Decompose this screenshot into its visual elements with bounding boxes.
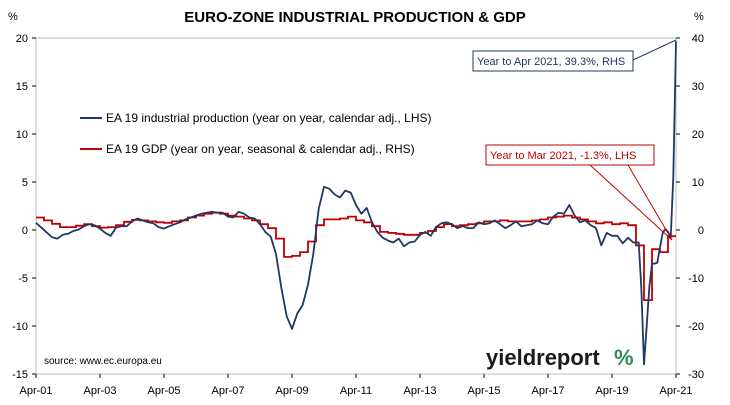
right-tick-label: -10 (688, 273, 704, 285)
left-tick-label: -5 (18, 273, 28, 285)
annotation-apr-2021: Year to Apr 2021, 39.3%, RHS (472, 39, 677, 72)
right-tick-label: 0 (698, 225, 704, 237)
yieldreport-logo: yieldreport % (486, 345, 634, 370)
right-tick-label: 40 (692, 33, 704, 45)
left-tick-label: 5 (22, 177, 28, 189)
x-axis-ticks: Apr-01 Apr-03 Apr-05 Apr-07 Apr-09 Apr-11 Apr-… (19, 374, 693, 397)
left-tick-label: -15 (12, 369, 28, 381)
annotation-text-mar-2021: Year to Mar 2021, -1.3%, LHS (490, 150, 636, 162)
right-tick-label: 10 (692, 177, 704, 189)
left-axis-ticks: -15 -10 -5 0 5 10 15 20 (12, 33, 36, 381)
right-tick-label: -20 (688, 321, 704, 333)
left-tick-label: -10 (12, 321, 28, 333)
left-axis-unit: % (8, 11, 18, 23)
left-tick-label: 0 (22, 225, 28, 237)
annotation-box-mar-2021 (485, 144, 655, 166)
x-tick-label: Apr-19 (595, 385, 628, 397)
x-tick-label: Apr-09 (275, 385, 308, 397)
annotation-leader-mar-2021-a (589, 164, 673, 241)
x-tick-label: Apr-17 (531, 385, 564, 397)
chart-title: EURO-ZONE INDUSTRIAL PRODUCTION & GDP (184, 9, 525, 26)
series-layer (35, 41, 677, 366)
annotation-mar-2021: Year to Mar 2021, -1.3%, LHS (485, 144, 673, 241)
x-tick-label: Apr-21 (659, 385, 692, 397)
right-axis-ticks: -30 -20 -10 0 10 20 30 40 (676, 33, 704, 381)
series-line-industrial-production (35, 41, 677, 366)
x-tick-label: Apr-13 (403, 385, 436, 397)
right-tick-label: 30 (692, 81, 704, 93)
x-tick-label: Apr-07 (211, 385, 244, 397)
right-tick-label: -30 (688, 369, 704, 381)
x-tick-label: Apr-01 (19, 385, 52, 397)
x-tick-label: Apr-05 (147, 385, 180, 397)
right-tick-label: 20 (692, 129, 704, 141)
legend: EA 19 industrial production (year on yea… (80, 111, 432, 156)
source-note: source: www.ec.europa.eu (44, 356, 162, 367)
logo-wordmark: yieldreport (486, 345, 600, 370)
legend-label-ip: EA 19 industrial production (year on yea… (106, 111, 432, 125)
x-tick-label: Apr-03 (83, 385, 116, 397)
logo-percent-symbol: % (614, 345, 634, 370)
left-tick-label: 20 (16, 33, 28, 45)
series-line-gdp (36, 211, 676, 301)
left-tick-label: 15 (16, 81, 28, 93)
annotation-leader-mar-2021-b (627, 164, 673, 241)
annotation-leader-apr-2021 (632, 39, 677, 61)
left-tick-label: 10 (16, 129, 28, 141)
legend-label-gdp: EA 19 GDP (year on year, seasonal & cale… (106, 142, 415, 156)
annotation-text-apr-2021: Year to Apr 2021, 39.3%, RHS (477, 56, 625, 68)
right-axis-unit: % (694, 11, 704, 23)
annotation-box-apr-2021 (472, 50, 634, 72)
x-tick-label: Apr-11 (340, 385, 372, 397)
x-tick-label: Apr-15 (467, 385, 500, 397)
